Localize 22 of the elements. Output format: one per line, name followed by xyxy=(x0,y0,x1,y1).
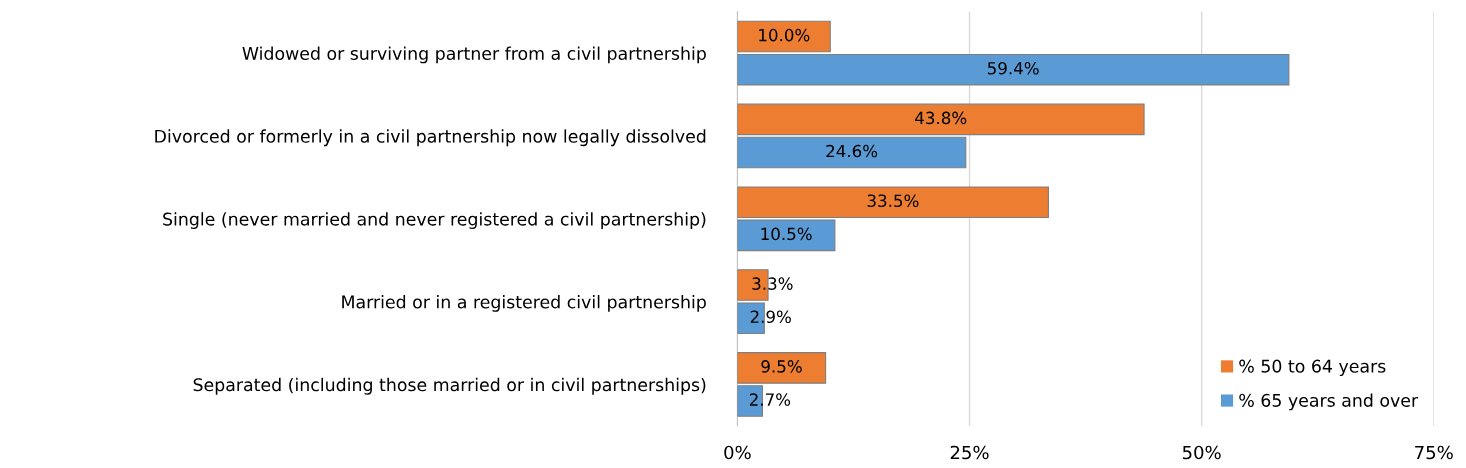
x-tick-label: 0% xyxy=(724,445,751,460)
y-tick-label: Widowed or surviving partner from a civil partnership xyxy=(242,46,706,64)
x-tick-label: 75% xyxy=(1415,445,1453,460)
data-label: 24.6% xyxy=(826,144,878,158)
legend-label: % 65 years and over xyxy=(1239,393,1419,411)
y-tick-label: Single (never married and never registered a civil partnership) xyxy=(163,212,706,229)
x-tick-label: 50% xyxy=(1182,445,1221,460)
bar xyxy=(737,103,1145,136)
bar xyxy=(737,20,831,53)
data-label: 43.8% xyxy=(915,111,967,125)
data-label: 9.5% xyxy=(761,360,802,373)
data-label: 59.4% xyxy=(987,61,1039,75)
y-tick-label: Married or in a registered civil partnership xyxy=(342,295,706,312)
bar xyxy=(737,53,1290,86)
data-label: 10.5% xyxy=(761,227,812,241)
y-tick-label: Divorced or formerly in a civil partnership now legally dissolved xyxy=(155,129,706,147)
legend-label: % 50 to 64 years xyxy=(1239,359,1386,377)
data-label: 10.0% xyxy=(759,28,810,42)
x-tick-label: 25% xyxy=(950,445,989,460)
data-label: 33.5% xyxy=(867,194,919,208)
bar xyxy=(737,136,967,169)
y-tick-label: Separated (including those married or in civil partnerships) xyxy=(193,377,706,395)
